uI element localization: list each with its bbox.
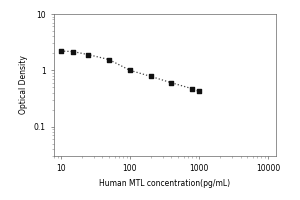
Point [58,49,63,53]
Point [169,81,174,84]
Point [148,75,153,78]
Point [196,90,201,93]
Point [190,87,195,90]
Point [86,53,91,56]
Point [106,58,111,61]
Y-axis label: Optical Density: Optical Density [19,56,28,114]
Point [128,69,132,72]
Point [70,50,75,53]
X-axis label: Human MTL concentration(pg/mL): Human MTL concentration(pg/mL) [99,179,231,188]
